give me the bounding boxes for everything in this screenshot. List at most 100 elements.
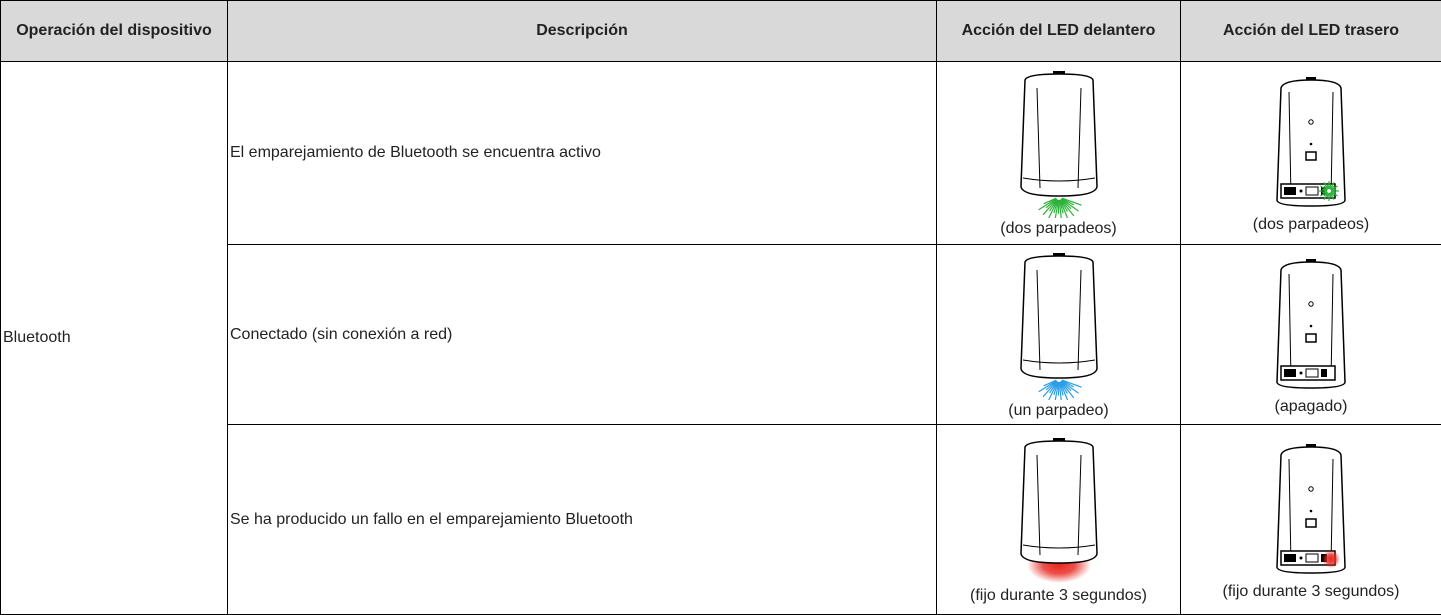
led-ray bbox=[1042, 197, 1057, 205]
device-cell: Bluetooth bbox=[0, 61, 228, 615]
description: Conectado (sin conexión a red) bbox=[227, 244, 937, 425]
led-glow bbox=[1322, 549, 1340, 568]
led-ray bbox=[1323, 191, 1329, 197]
speaker-line bbox=[1288, 273, 1334, 380]
rear-speaker bbox=[1276, 258, 1346, 389]
led-ray bbox=[1048, 199, 1058, 212]
led-ray bbox=[1037, 379, 1057, 392]
speaker-body bbox=[1019, 73, 1098, 197]
led-ray bbox=[1059, 198, 1074, 217]
port bbox=[1299, 189, 1303, 193]
port bbox=[1308, 300, 1314, 307]
led-ray bbox=[1330, 185, 1338, 191]
front-icon bbox=[937, 68, 1180, 218]
led-ray bbox=[1059, 381, 1068, 400]
description: Se ha producido un fallo en el emparejam… bbox=[227, 424, 937, 615]
led-ray bbox=[1320, 191, 1328, 197]
led-ray bbox=[1328, 192, 1332, 198]
led-ray bbox=[1037, 198, 1057, 211]
header-cell: Acción del LED delantero bbox=[936, 0, 1181, 62]
front-speaker bbox=[1019, 437, 1098, 583]
speaker-top bbox=[1052, 437, 1065, 441]
port bbox=[1299, 556, 1303, 559]
port bbox=[1305, 368, 1319, 377]
led-ray bbox=[1320, 185, 1328, 191]
rear-icon bbox=[1181, 439, 1441, 581]
front-cell: (dos parpadeos) bbox=[936, 61, 1181, 245]
rear-cell: (apagado) bbox=[1180, 244, 1441, 425]
led-ray bbox=[1323, 182, 1329, 190]
header-cell: Descripción bbox=[227, 0, 937, 62]
led-ray bbox=[1052, 199, 1059, 214]
led-ray bbox=[1323, 185, 1329, 191]
led-ray bbox=[1326, 192, 1330, 198]
caption: (un parpadeo) bbox=[1008, 401, 1109, 419]
led-ray bbox=[1329, 192, 1335, 200]
front-speaker bbox=[1019, 71, 1098, 218]
rear-speaker bbox=[1276, 443, 1346, 574]
led-ray bbox=[1323, 192, 1329, 200]
row: Se ha producido un fallo en el emparejam… bbox=[1, 424, 1441, 615]
led-ray bbox=[1061, 197, 1082, 206]
speaker-top bbox=[1306, 443, 1316, 447]
caption: (apagado) bbox=[1274, 397, 1348, 415]
port bbox=[1321, 368, 1327, 377]
speaker-top bbox=[1052, 71, 1065, 74]
speaker-line bbox=[1022, 454, 1095, 555]
rear-speaker bbox=[1276, 77, 1346, 207]
led-ray bbox=[1058, 199, 1064, 214]
header-row: Operación del dispositivo Descripción Ac… bbox=[0, 0, 1441, 62]
led-ray bbox=[1047, 199, 1058, 218]
speaker-top bbox=[1306, 77, 1316, 80]
led-ray bbox=[1060, 380, 1072, 391]
led-ray bbox=[1326, 184, 1330, 190]
led-ray bbox=[1041, 380, 1057, 397]
port bbox=[1309, 324, 1313, 327]
led-ray bbox=[1322, 190, 1328, 194]
port bbox=[1305, 186, 1319, 196]
front-cell: (fijo durante 3 segundos) bbox=[936, 424, 1181, 615]
port bbox=[1284, 187, 1296, 195]
speaker-line bbox=[1288, 91, 1334, 199]
led-ray bbox=[1054, 199, 1059, 218]
led-ray bbox=[1060, 197, 1074, 206]
led-ray bbox=[1054, 381, 1059, 400]
port bbox=[1299, 371, 1303, 374]
caption: (dos parpadeos) bbox=[1252, 216, 1370, 233]
led-ray bbox=[1060, 379, 1074, 387]
led-ray bbox=[1059, 199, 1068, 212]
rear-icon bbox=[1181, 72, 1441, 214]
caption: (fijo durante 3 segundos) bbox=[1222, 582, 1400, 600]
rear-cell: (dos parpadeos) bbox=[1180, 61, 1441, 245]
led-ray bbox=[1048, 380, 1058, 393]
led-ray bbox=[1060, 379, 1079, 394]
port bbox=[1305, 553, 1319, 562]
port bbox=[1305, 151, 1317, 161]
led-ray bbox=[1322, 188, 1328, 192]
led-ray bbox=[1058, 381, 1064, 395]
rear-icon bbox=[1181, 254, 1441, 396]
led-ray bbox=[1045, 198, 1057, 209]
header-cell: Acción del LED trasero bbox=[1180, 0, 1441, 62]
port bbox=[1309, 509, 1313, 512]
led-ray bbox=[1042, 379, 1057, 386]
led-ray bbox=[1060, 198, 1079, 212]
caption: (fijo durante 3 segundos) bbox=[970, 586, 1147, 604]
front-icon bbox=[937, 435, 1180, 585]
speaker-body bbox=[1019, 254, 1098, 379]
port bbox=[1305, 332, 1317, 343]
port bbox=[1309, 142, 1313, 146]
led-ray bbox=[1329, 185, 1335, 191]
port bbox=[1308, 485, 1314, 492]
speaker-line bbox=[1288, 458, 1334, 565]
led-ray bbox=[1058, 199, 1062, 218]
port bbox=[1284, 368, 1296, 377]
caption: (dos parpadeos) bbox=[1000, 220, 1117, 237]
speaker-top bbox=[1052, 252, 1065, 256]
speaker-top bbox=[1306, 258, 1316, 262]
led-ray bbox=[1041, 198, 1057, 216]
speaker-line bbox=[1022, 87, 1095, 189]
led-ray bbox=[1329, 191, 1335, 197]
